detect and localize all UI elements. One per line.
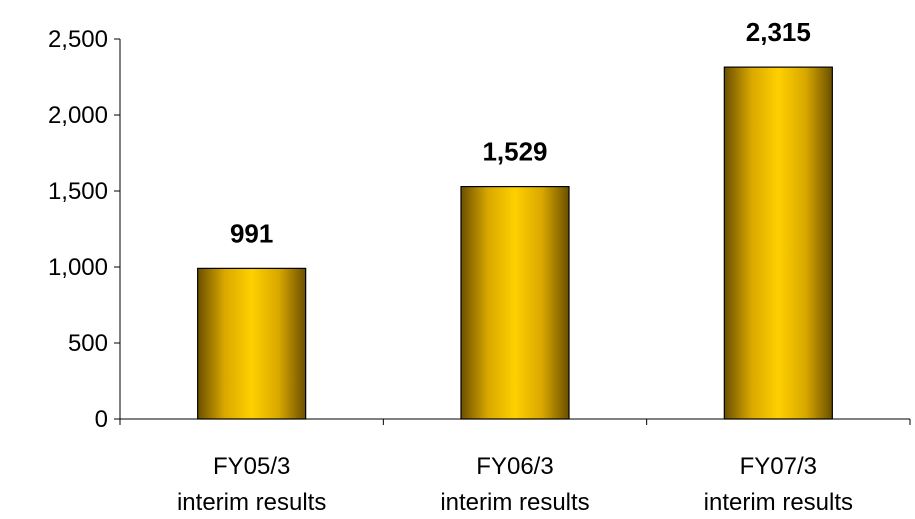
bar-value-label: 2,315 <box>746 17 811 47</box>
x-category-label: FY07/3 <box>740 453 817 480</box>
data-labels: 991 1,529 2,315 <box>230 17 811 248</box>
x-category-label: interim results <box>704 489 853 516</box>
x-category-label: FY06/3 <box>476 453 553 480</box>
bar-value-label: 1,529 <box>482 137 547 167</box>
y-tick-label: 2,500 <box>48 26 108 53</box>
y-tick-label: 1,000 <box>48 254 108 281</box>
x-category-label: FY05/3 <box>213 453 290 480</box>
x-category-label: interim results <box>177 489 326 516</box>
x-axis: FY05/3 interim results FY06/3 interim resul… <box>119 418 911 516</box>
x-category-label: interim results <box>440 489 589 516</box>
bar <box>460 185 570 420</box>
y-axis: 0 500 1,000 1,500 2,000 2,500 <box>48 26 121 433</box>
y-tick-label: 500 <box>68 330 108 357</box>
bar <box>197 267 307 420</box>
y-tick-label: 0 <box>95 406 108 433</box>
bar <box>723 66 833 420</box>
y-tick-label: 1,500 <box>48 178 108 205</box>
bar-value-label: 991 <box>230 218 273 248</box>
y-tick-label: 2,000 <box>48 102 108 129</box>
bars <box>197 66 833 420</box>
